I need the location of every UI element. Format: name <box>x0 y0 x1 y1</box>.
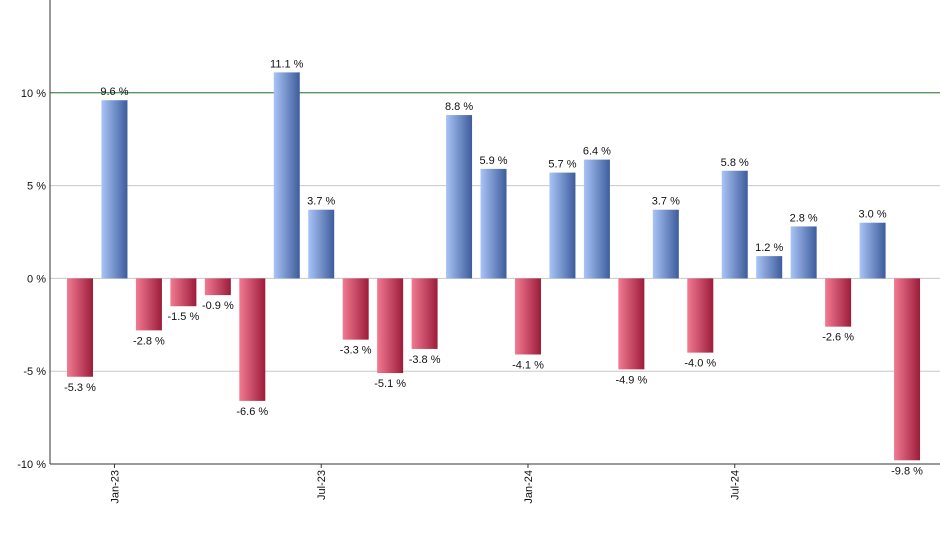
x-tick-label: Jan-24 <box>523 470 535 504</box>
value-label: 9.6 % <box>100 86 128 98</box>
value-label: 2.8 % <box>790 212 818 224</box>
value-label: -6.6 % <box>236 406 268 418</box>
y-tick-label: 10 % <box>21 88 46 100</box>
bar <box>377 278 404 374</box>
value-label: -0.9 % <box>202 300 234 312</box>
x-tick-label: Jul-24 <box>730 470 742 500</box>
value-label: 8.8 % <box>445 101 473 113</box>
bar <box>894 278 921 461</box>
value-label: 5.8 % <box>721 157 749 169</box>
bar <box>101 100 128 279</box>
value-label: -2.8 % <box>133 335 165 347</box>
x-tick-label: Jan-23 <box>109 470 121 504</box>
bar <box>583 159 610 279</box>
value-label: -5.3 % <box>64 382 96 394</box>
value-label: 3.7 % <box>307 196 335 208</box>
value-label: -4.9 % <box>615 374 647 386</box>
value-label: 5.7 % <box>548 159 576 171</box>
value-label: -2.6 % <box>822 332 854 344</box>
bar <box>411 278 438 349</box>
value-label: 11.1 % <box>270 58 304 70</box>
value-label: -4.1 % <box>512 359 544 371</box>
bar <box>721 170 748 279</box>
bar <box>170 278 197 307</box>
value-label: 5.9 % <box>479 155 507 167</box>
bar <box>308 209 335 279</box>
bar <box>204 278 231 296</box>
y-tick-label: -10 % <box>17 459 46 471</box>
value-label: -5.1 % <box>374 378 406 390</box>
bar <box>273 72 300 279</box>
bar <box>239 278 266 401</box>
value-label: 1.2 % <box>755 242 783 254</box>
bar <box>756 256 783 279</box>
y-tick-label: -5 % <box>23 366 46 378</box>
value-label: -3.8 % <box>409 354 441 366</box>
bar <box>859 222 886 279</box>
value-label: -9.8 % <box>891 465 923 477</box>
value-label: 6.4 % <box>583 146 611 158</box>
y-tick-label: 5 % <box>27 181 46 193</box>
value-label: 3.7 % <box>652 196 680 208</box>
bar <box>342 278 369 340</box>
value-label: 3.0 % <box>859 209 887 221</box>
bar <box>549 172 576 279</box>
bar <box>825 278 852 327</box>
bar <box>480 168 507 279</box>
bar <box>790 226 817 279</box>
value-label: -4.0 % <box>684 358 716 370</box>
value-label: -1.5 % <box>167 311 199 323</box>
bar <box>687 278 714 353</box>
bar <box>67 278 93 377</box>
x-tick-label: Jul-23 <box>316 470 328 500</box>
bar <box>446 115 473 279</box>
bar <box>135 278 162 331</box>
bar <box>514 278 541 355</box>
y-tick-label: 0 % <box>27 273 46 285</box>
bar <box>618 278 645 370</box>
value-label: -3.3 % <box>340 345 372 357</box>
bar <box>652 209 679 279</box>
